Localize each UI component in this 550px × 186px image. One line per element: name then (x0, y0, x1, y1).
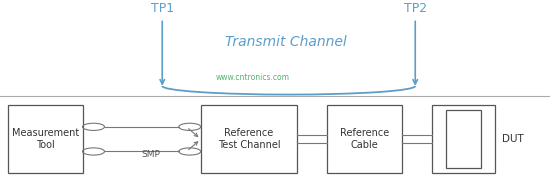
Text: Transmit Channel: Transmit Channel (225, 35, 347, 49)
Text: TP1: TP1 (151, 2, 174, 15)
Bar (432, 105, 495, 173)
Bar (446, 110, 481, 168)
Text: Reference
Test Channel: Reference Test Channel (218, 128, 280, 150)
Text: TP2: TP2 (404, 2, 427, 15)
Bar (8, 105, 82, 173)
Text: Measurement
Tool: Measurement Tool (12, 128, 79, 150)
Bar (201, 105, 297, 173)
Text: SMP: SMP (142, 150, 161, 159)
Text: DUT: DUT (502, 134, 524, 144)
Text: Reference
Cable: Reference Cable (340, 128, 389, 150)
Text: www.cntronics.com: www.cntronics.com (216, 73, 290, 82)
Bar (327, 105, 402, 173)
